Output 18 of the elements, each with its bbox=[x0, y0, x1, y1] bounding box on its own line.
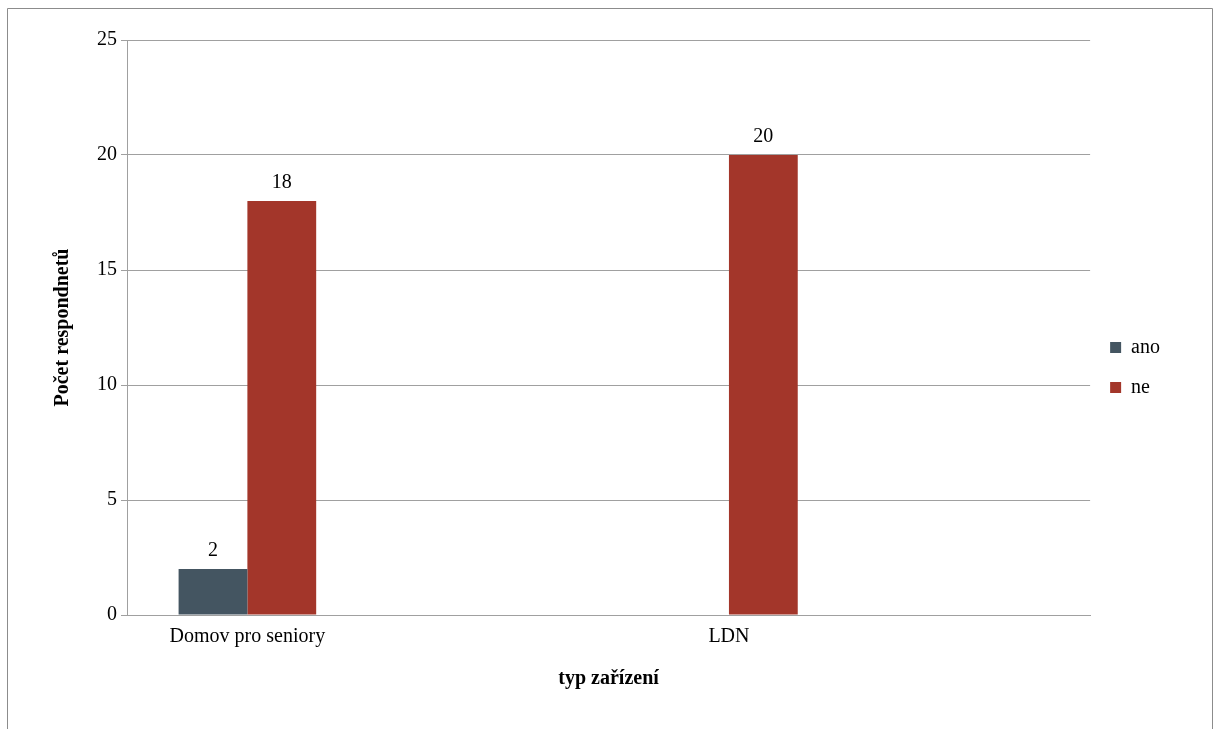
y-axis-title: Počet respondnetů bbox=[50, 248, 74, 407]
bar bbox=[247, 201, 317, 615]
data-label: 2 bbox=[207, 538, 218, 561]
x-tick-label: Domov pro seniory bbox=[169, 624, 326, 648]
data-label: 20 bbox=[753, 124, 774, 147]
legend-label: ano bbox=[1131, 334, 1161, 357]
data-label: 18 bbox=[271, 170, 292, 193]
x-axis-title: typ zařízení bbox=[558, 666, 660, 690]
y-tick-label: 0 bbox=[107, 602, 117, 625]
y-tick-label: 15 bbox=[97, 257, 117, 280]
bar bbox=[728, 155, 798, 615]
y-tick-label: 20 bbox=[97, 142, 117, 165]
legend-label: ne bbox=[1131, 374, 1151, 397]
bar bbox=[178, 569, 248, 615]
y-tick-label: 10 bbox=[97, 372, 117, 395]
x-tick-label: LDN bbox=[708, 624, 750, 647]
y-tick-label: 25 bbox=[97, 27, 117, 50]
y-tick-label: 5 bbox=[107, 487, 117, 510]
